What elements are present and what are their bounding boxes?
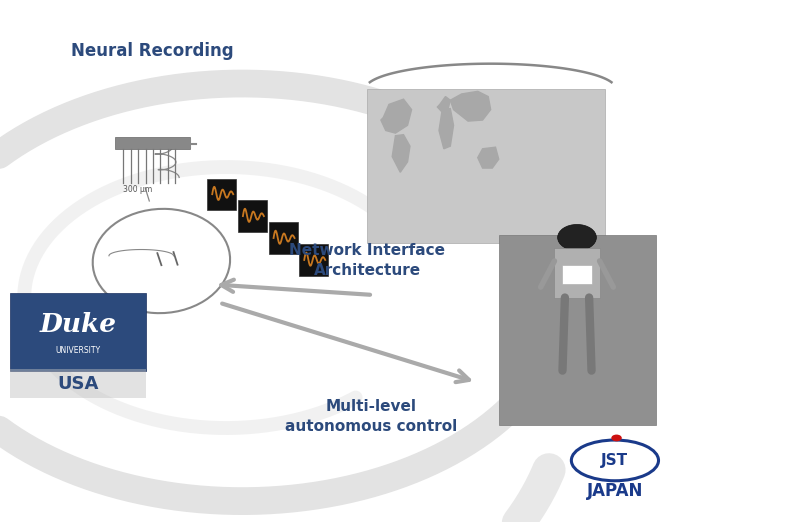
Text: UNIVERSITY: UNIVERSITY bbox=[56, 346, 101, 355]
Bar bbox=[207, 179, 236, 210]
Polygon shape bbox=[392, 135, 410, 172]
Text: Neural Recording: Neural Recording bbox=[71, 42, 234, 60]
Polygon shape bbox=[437, 97, 450, 112]
Polygon shape bbox=[439, 109, 454, 149]
Text: JAPAN: JAPAN bbox=[587, 482, 643, 500]
Bar bbox=[367, 89, 605, 243]
Text: 300 μm: 300 μm bbox=[123, 185, 152, 194]
Text: USA: USA bbox=[57, 375, 99, 393]
Ellipse shape bbox=[558, 224, 596, 251]
Ellipse shape bbox=[611, 434, 621, 442]
Text: JST: JST bbox=[601, 453, 629, 468]
Text: Multi-level
autonomous control: Multi-level autonomous control bbox=[285, 399, 458, 434]
Text: Network Interface
Architecture: Network Interface Architecture bbox=[289, 243, 445, 278]
Bar bbox=[115, 137, 190, 149]
Polygon shape bbox=[450, 91, 491, 121]
Bar bbox=[269, 222, 298, 254]
Bar bbox=[554, 248, 600, 298]
Polygon shape bbox=[478, 147, 499, 168]
Text: Duke: Duke bbox=[40, 312, 117, 337]
Bar bbox=[238, 200, 267, 232]
Bar bbox=[10, 369, 146, 398]
Polygon shape bbox=[381, 99, 412, 133]
Bar bbox=[562, 265, 592, 284]
Bar bbox=[10, 293, 146, 371]
Bar bbox=[299, 244, 328, 276]
Bar bbox=[499, 235, 656, 425]
